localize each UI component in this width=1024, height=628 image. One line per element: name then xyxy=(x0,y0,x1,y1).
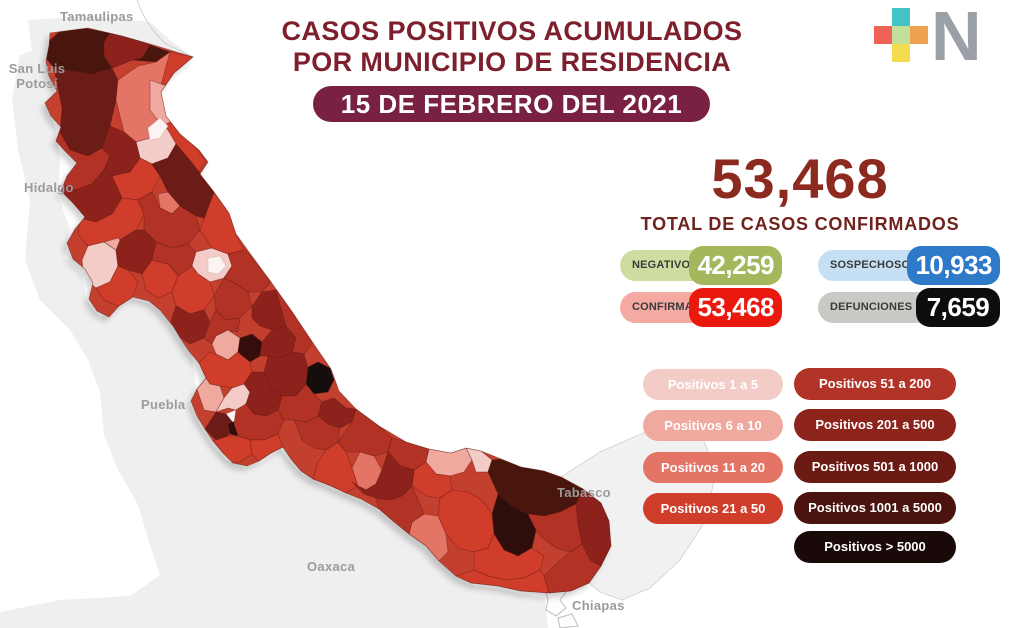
state-label-hidalgo: Hidalgo xyxy=(24,180,74,195)
legend-item-501-1000: Positivos 501 a 1000 xyxy=(794,451,956,483)
state-label-san-luis-potosi: San Luis Potosí xyxy=(6,61,68,91)
gulf-coastline xyxy=(136,0,194,58)
state-label-tamaulipas: Tamaulipas xyxy=(60,9,134,24)
logo-letter-n: N xyxy=(931,0,982,75)
municipality-mosaic xyxy=(45,28,611,593)
logo-plus-square-center xyxy=(892,26,910,44)
veracruz-choropleth-map xyxy=(0,0,717,628)
logo-plus-square-right xyxy=(910,26,928,44)
stat-sospechosos: SOSPECHOSOS 10,933 xyxy=(818,246,1000,285)
veracruz-map-area: Tamaulipas San Luis Potosí Hidalgo Puebl… xyxy=(0,0,717,628)
legend-item-21-50: Positivos 21 a 50 xyxy=(643,493,783,524)
total-confirmed-label: TOTAL DE CASOS CONFIRMADOS xyxy=(640,214,960,234)
logo-plus-square-top xyxy=(892,8,910,26)
stat-negativos-label: NEGATIVOS xyxy=(632,259,698,271)
stat-defunciones-label: DEFUNCIONES xyxy=(830,301,913,313)
stat-confirmados-value: 53,468 xyxy=(689,288,782,327)
legend-item-1-5: Positivos 1 a 5 xyxy=(643,369,783,400)
legend-item-over-5000: Positivos > 5000 xyxy=(794,531,956,563)
mas-noticias-logo: N xyxy=(874,1,1024,78)
logo-plus-square-left xyxy=(874,26,892,44)
title-line-1: CASOS POSITIVOS ACUMULADOS xyxy=(281,16,743,46)
stat-defunciones: DEFUNCIONES 7,659 xyxy=(818,288,1000,327)
page-title: CASOS POSITIVOS ACUMULADOS POR MUNICIPIO… xyxy=(252,16,772,78)
stat-negativos: NEGATIVOS 42,259 xyxy=(620,246,782,285)
stat-defunciones-value: 7,659 xyxy=(916,288,1000,327)
state-label-chiapas: Chiapas xyxy=(572,598,625,613)
stat-sospechosos-value: 10,933 xyxy=(907,246,1000,285)
legend-item-1001-5000: Positivos 1001 a 5000 xyxy=(794,492,956,524)
chiapas-shape-2 xyxy=(557,613,579,628)
stat-sospechosos-label: SOSPECHOSOS xyxy=(830,259,918,271)
stat-confirmados: CONFIRMADOS 53,468 xyxy=(620,288,782,327)
state-label-oaxaca: Oaxaca xyxy=(307,559,356,574)
veracruz-state xyxy=(44,27,612,594)
tamaulipas-shape xyxy=(28,16,193,57)
date-banner: 15 DE FEBRERO DEL 2021 xyxy=(313,86,710,122)
total-confirmed-number: 53,468 xyxy=(711,147,889,210)
stat-negativos-value: 42,259 xyxy=(689,246,782,285)
legend-item-6-10: Positivos 6 a 10 xyxy=(643,410,783,441)
state-label-san-luis-line2: Potosí xyxy=(16,76,58,91)
west-south-neighbors-shape xyxy=(0,45,548,628)
state-label-puebla: Puebla xyxy=(141,397,186,412)
legend-item-11-20: Positivos 11 a 20 xyxy=(643,452,783,483)
title-line-2: POR MUNICIPIO DE RESIDENCIA xyxy=(292,47,732,77)
state-label-tabasco: Tabasco xyxy=(557,485,611,500)
legend-item-201-500: Positivos 201 a 500 xyxy=(794,409,956,441)
state-label-san-luis-line1: San Luis xyxy=(8,61,66,76)
legend-item-51-200: Positivos 51 a 200 xyxy=(794,368,956,400)
logo-plus-square-bottom xyxy=(892,44,910,62)
